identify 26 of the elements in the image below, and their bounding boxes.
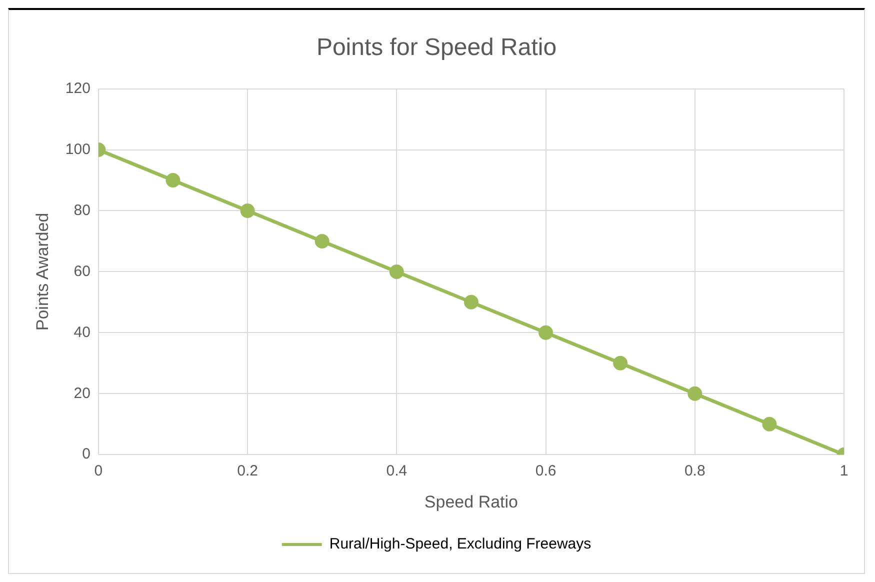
y-tick-label: 100 [65, 140, 90, 158]
x-tick-label: 0.4 [386, 462, 408, 480]
point [464, 294, 478, 310]
y-tick-label: 0 [82, 446, 90, 463]
y-tick-label: 60 [74, 262, 90, 280]
y-tick-label: 120 [65, 80, 90, 97]
point [314, 234, 330, 248]
x-tick-label: 1 [840, 462, 848, 480]
x-tick-label: 0 [94, 462, 103, 480]
y-tick-label: 80 [74, 202, 90, 219]
x-axis-title: Speed Ratio [424, 492, 518, 512]
point [240, 203, 255, 218]
y-tick-label: 20 [74, 384, 90, 402]
point [538, 325, 554, 340]
point [389, 264, 404, 279]
point [166, 173, 180, 188]
y-tick-label: 40 [74, 324, 90, 341]
y-axis-title: Points Awarded [32, 212, 52, 331]
legend-label: Rural/High-Speed, Excluding Freeways [329, 536, 592, 553]
x-tick-label: 0.6 [535, 462, 556, 480]
point [762, 416, 777, 432]
point [613, 356, 628, 370]
x-tick-label: 0.2 [237, 462, 258, 480]
point [688, 386, 702, 401]
chart-title: Points for Speed Ratio [316, 34, 557, 62]
x-tick-label: 0.8 [684, 462, 706, 480]
